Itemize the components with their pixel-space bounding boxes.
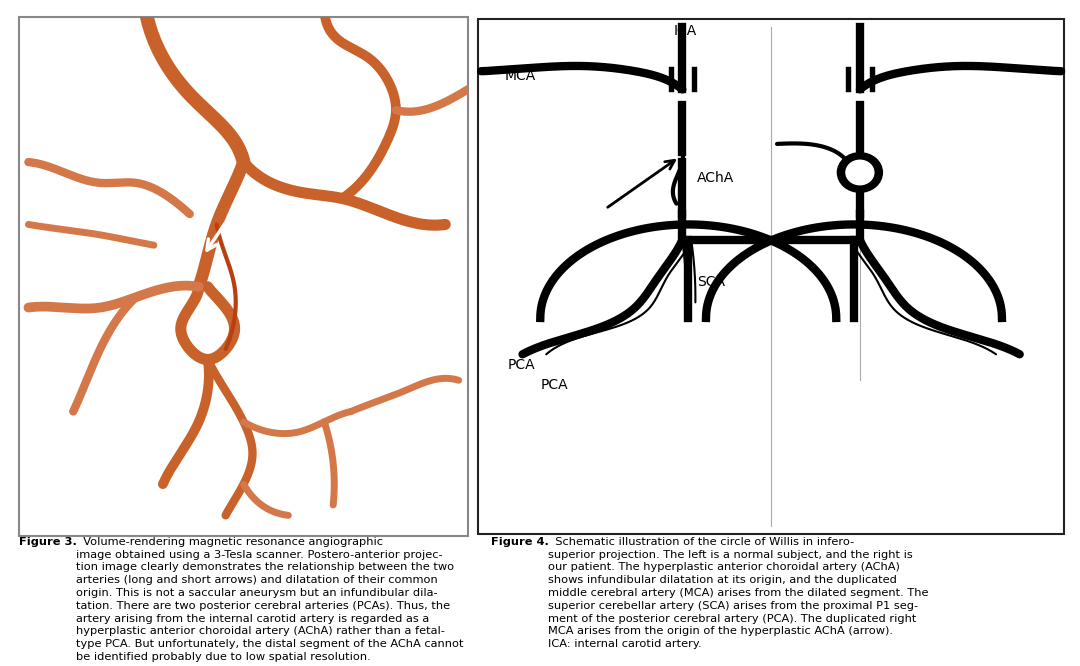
- Circle shape: [837, 153, 882, 192]
- Text: Figure 4.: Figure 4.: [491, 537, 550, 547]
- Text: SCA: SCA: [698, 274, 725, 288]
- Text: ICA: ICA: [674, 25, 697, 39]
- Text: Schematic illustration of the circle of Willis in infero-
superior projection. T: Schematic illustration of the circle of …: [548, 537, 928, 649]
- Text: Figure 3.: Figure 3.: [19, 537, 78, 547]
- Text: MCA: MCA: [504, 69, 536, 83]
- Text: PCA: PCA: [508, 358, 536, 372]
- Text: AChA: AChA: [698, 170, 734, 184]
- Text: PCA: PCA: [540, 378, 568, 392]
- Circle shape: [846, 161, 874, 184]
- Text: Volume-rendering magnetic resonance angiographic
image obtained using a 3-Tesla : Volume-rendering magnetic resonance angi…: [76, 537, 463, 662]
